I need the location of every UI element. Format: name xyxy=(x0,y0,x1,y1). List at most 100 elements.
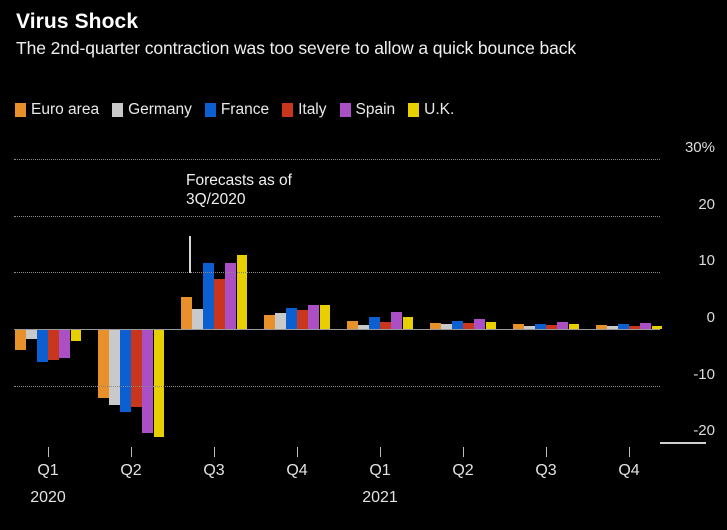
x-axis-tick-label: Q3 xyxy=(203,462,225,479)
legend-item-label: Spain xyxy=(355,101,396,118)
bar xyxy=(441,323,452,329)
bar xyxy=(192,309,203,329)
bar xyxy=(474,319,485,329)
legend-item-label: France xyxy=(220,101,270,118)
legend-item-label: Euro area xyxy=(31,101,100,118)
bar xyxy=(225,263,236,329)
x-axis-year-label: 2021 xyxy=(362,489,398,506)
bar xyxy=(629,325,640,329)
bar xyxy=(319,305,330,329)
x-axis-tick-label: Q3 xyxy=(535,462,557,479)
x-axis-tick xyxy=(629,447,630,457)
bar xyxy=(430,322,441,329)
bar xyxy=(391,312,402,329)
bar xyxy=(535,323,546,329)
bar xyxy=(131,329,142,407)
legend-item[interactable]: Italy xyxy=(282,101,327,119)
bar xyxy=(651,326,662,329)
x-axis-tick-label: Q2 xyxy=(452,462,474,479)
bar xyxy=(264,315,275,329)
legend-item-label: U.K. xyxy=(424,101,455,118)
bar xyxy=(369,317,380,329)
bar xyxy=(463,323,474,329)
y-axis-tick-label: 0 xyxy=(706,309,715,326)
plot-area: Forecasts as of 3Q/2020 xyxy=(14,133,706,445)
legend-swatch-icon xyxy=(112,103,124,117)
bar xyxy=(557,322,568,329)
legend-swatch-icon xyxy=(15,103,26,117)
y-axis-tick-label: 30% xyxy=(684,139,715,157)
bar xyxy=(513,324,524,329)
legend-swatch-icon xyxy=(282,103,294,117)
axis-end-marker xyxy=(660,442,706,445)
bar xyxy=(524,325,535,329)
bar xyxy=(485,321,496,329)
legend-item[interactable]: U.K. xyxy=(408,101,454,119)
x-axis: Q1 Q2 Q3 Q4 Q1 Q2 Q3 Q4 2020 2021 xyxy=(14,443,660,523)
bar xyxy=(286,308,297,329)
bar xyxy=(607,325,618,329)
bar xyxy=(308,305,319,329)
bar xyxy=(142,329,153,434)
bar xyxy=(402,317,413,329)
y-axis-tick-label: -10 xyxy=(693,365,715,383)
forecast-annotation-line2: 3Q/2020 xyxy=(186,191,246,208)
chart-legend: Euro area Germany France Italy Spain U.K. xyxy=(15,101,467,119)
page-subtitle: The 2nd-quarter contraction was too seve… xyxy=(16,38,577,58)
bar xyxy=(153,329,164,438)
bar xyxy=(618,324,629,329)
bar xyxy=(203,263,214,329)
forecast-marker-line xyxy=(189,236,191,273)
bar xyxy=(546,325,557,329)
y-axis-tick-label: 10 xyxy=(698,252,715,270)
legend-swatch-icon xyxy=(204,103,216,117)
x-axis-tick xyxy=(131,447,132,457)
forecast-annotation-line1: Forecasts as of xyxy=(186,172,292,189)
bar xyxy=(452,320,463,329)
bar xyxy=(358,325,369,329)
zero-axis-line xyxy=(14,329,660,330)
bar xyxy=(236,255,247,329)
legend-swatch-icon xyxy=(339,103,351,117)
legend-item-label: Germany xyxy=(128,101,192,118)
bar xyxy=(297,309,308,329)
bar xyxy=(109,329,120,406)
x-axis-tick-label: Q2 xyxy=(120,462,142,479)
legend-item[interactable]: Spain xyxy=(339,101,396,119)
gridline xyxy=(14,159,660,161)
bar xyxy=(15,329,26,350)
legend-item[interactable]: Euro area xyxy=(15,101,99,119)
bar xyxy=(275,312,286,329)
x-axis-tick xyxy=(48,447,49,457)
x-axis-tick-label: Q4 xyxy=(618,462,640,479)
x-axis-tick-label: Q1 xyxy=(37,462,59,479)
x-axis-tick-label: Q4 xyxy=(286,462,308,479)
bar xyxy=(380,322,391,329)
gridline xyxy=(14,272,660,274)
x-axis-tick xyxy=(297,447,298,457)
bar xyxy=(214,278,225,329)
x-axis-tick xyxy=(380,447,381,457)
forecast-annotation: Forecasts as of 3Q/2020 xyxy=(186,171,292,209)
legend-item-label: Italy xyxy=(298,101,327,118)
legend-item[interactable]: Germany xyxy=(112,101,192,119)
x-axis-tick xyxy=(546,447,547,457)
bar xyxy=(48,329,59,361)
x-axis-year-label: 2020 xyxy=(30,489,66,506)
bar xyxy=(37,329,48,363)
gridline xyxy=(14,215,660,217)
bar xyxy=(26,329,37,340)
bar xyxy=(596,325,607,329)
bar xyxy=(59,329,70,359)
x-axis-tick xyxy=(463,447,464,457)
bar xyxy=(70,329,81,342)
x-axis-tick xyxy=(214,447,215,457)
bar xyxy=(120,329,131,413)
y-axis-labels: 30% 20 10 0 -10 -20 xyxy=(660,125,727,455)
bar xyxy=(347,321,358,329)
bar xyxy=(640,323,651,329)
bar xyxy=(568,323,579,329)
legend-item[interactable]: France xyxy=(204,101,270,119)
y-axis-tick-label: 20 xyxy=(698,195,715,213)
